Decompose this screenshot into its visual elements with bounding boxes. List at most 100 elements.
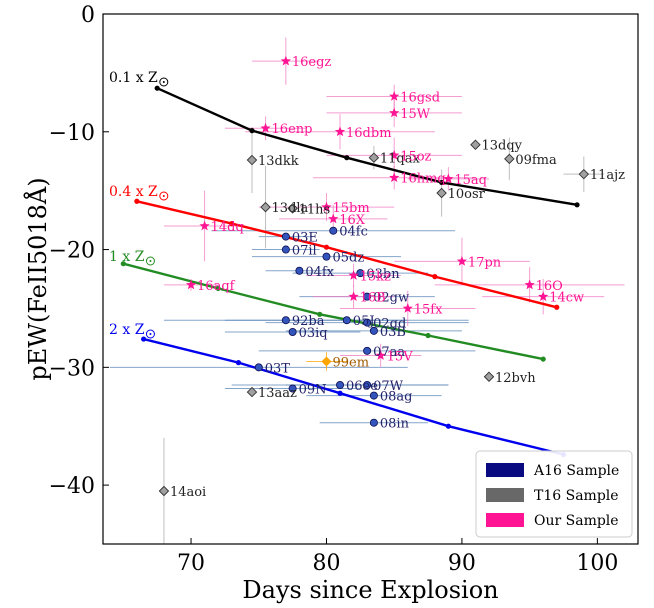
a16-label-7: 92ba: [292, 314, 325, 329]
t16-point-10: [158, 485, 170, 497]
our-point-12: [348, 270, 359, 280]
model-dot-2-0: [120, 261, 126, 267]
t16-point-1: [260, 201, 271, 213]
special-label-0: 99em: [332, 355, 369, 370]
t16-label-9: 12bvh: [495, 371, 536, 386]
a16-point-0: [281, 232, 290, 241]
model-dot-1-2: [323, 244, 330, 250]
model-dot-3-1: [235, 360, 242, 366]
t16-label-8: 13aaz: [258, 386, 297, 401]
a16-point-11: [369, 326, 378, 335]
sun-symbol-dot-0: [162, 81, 165, 83]
t16-label-2: 11hs: [299, 202, 331, 217]
plot-frame: [102, 13, 639, 545]
t16-point-3: [368, 152, 380, 163]
our-point-2: [389, 107, 400, 118]
sun-symbol-dot-2: [149, 260, 152, 262]
model-label-2: 1 x Z: [109, 249, 145, 265]
model-dot-2-4: [540, 356, 546, 362]
x-tick-label-2: 90: [448, 551, 476, 576]
a16-label-9: 05J: [353, 314, 375, 329]
y-tick-label-3: −30: [49, 356, 95, 381]
special-point-0: [321, 356, 332, 367]
a16-point-15: [336, 380, 345, 389]
our-label-16: 14cw: [549, 291, 584, 306]
t16-point-4: [436, 187, 447, 199]
our-label-6: 16hmq: [400, 172, 446, 187]
model-dot-3-3: [445, 423, 451, 429]
a16-point-14: [288, 384, 297, 393]
a16-label-1: 07il: [292, 244, 317, 259]
data-points: [158, 55, 590, 497]
t16-label-7: 11ajz: [590, 168, 625, 183]
our-label-15: 16O: [536, 279, 563, 294]
a16-point-12: [363, 346, 372, 355]
a16-label-17: 08ag: [380, 390, 413, 405]
a16-label-5: 03bn: [366, 267, 400, 282]
a16-point-17: [369, 391, 378, 400]
t16-label-5: 13dqy: [481, 139, 522, 154]
a16-point-13: [254, 363, 263, 372]
our-point-3: [260, 122, 271, 133]
a16-point-1: [281, 245, 290, 254]
a16-label-4: 04fx: [305, 265, 334, 280]
our-label-8: 15bm: [332, 201, 369, 216]
our-label-12: 15kz: [360, 269, 391, 284]
model-dot-0-4: [574, 202, 580, 208]
a16-point-8: [288, 327, 297, 336]
our-label-13: 16B: [360, 291, 386, 306]
our-point-15: [524, 279, 535, 290]
y-tick-label-4: −40: [49, 474, 95, 499]
y-tick-label-1: −10: [49, 121, 95, 146]
a16-label-16: 07W: [373, 379, 404, 394]
sun-symbol-dot-1: [162, 195, 165, 197]
model-dot-1-4: [554, 304, 560, 310]
our-label-7: 15aq: [454, 173, 487, 188]
x-axis-title: Days since Explosion: [242, 576, 498, 604]
a16-point-16: [363, 380, 372, 389]
axes: 70 80 90 100 0 −10 −20 −30 −40 Days since Explosi…: [23, 3, 639, 604]
a16-label-3: 05dz: [332, 251, 364, 266]
model-label-1: 0.4 x Z: [109, 184, 158, 200]
our-point-7: [443, 173, 454, 184]
model-curves: 0.1 x Z 0.4 x Z 1 x Z 2 x Z: [109, 70, 580, 458]
our-point-13: [348, 291, 359, 302]
a16-label-15: 06ee: [346, 379, 378, 394]
model-label-0: 0.1 x Z: [109, 70, 158, 86]
a16-point-18: [369, 418, 378, 427]
our-label-3: 16enp: [272, 122, 313, 137]
a16-point-9: [342, 316, 351, 325]
model-dot-3-2: [337, 390, 343, 396]
t16-point-2: [287, 203, 298, 214]
our-point-6: [389, 172, 400, 183]
model-dot-2-2: [317, 311, 323, 317]
our-label-17: 16aqf: [197, 279, 236, 294]
t16-label-1: 13dla: [272, 201, 309, 216]
legend-swatch-0: [486, 463, 524, 477]
model-dot-0-2: [344, 155, 350, 161]
model-dot-3-0: [141, 336, 147, 342]
legend-label-2: Our Sample: [534, 513, 619, 529]
our-point-10: [199, 220, 210, 231]
a16-label-11: 03B: [380, 325, 406, 340]
model-label-3: 2 x Z: [109, 322, 145, 338]
our-point-0: [280, 55, 291, 66]
legend-label-1: T16 Sample: [534, 488, 619, 504]
a16-label-18: 08in: [380, 417, 410, 432]
t16-label-4: 10osr: [448, 187, 486, 202]
a16-label-14: 09N: [299, 383, 327, 398]
t16-point-8: [246, 386, 258, 398]
t16-point-5: [470, 139, 481, 150]
a16-label-2: 04fc: [339, 225, 368, 240]
sun-symbol-ring-3: [145, 329, 155, 339]
y-tick-label-2: −20: [49, 239, 95, 264]
model-dot-0-0: [154, 85, 160, 91]
t16-label-0: 13dkk: [258, 154, 299, 169]
model-dot-0-1: [249, 128, 255, 134]
a16-point-7: [281, 316, 290, 325]
model-dot-1-3: [432, 274, 438, 280]
our-label-1: 16gsd: [400, 90, 440, 105]
a16-label-10: 02gd: [373, 317, 406, 332]
t16-label-10: 14aoi: [170, 485, 206, 500]
